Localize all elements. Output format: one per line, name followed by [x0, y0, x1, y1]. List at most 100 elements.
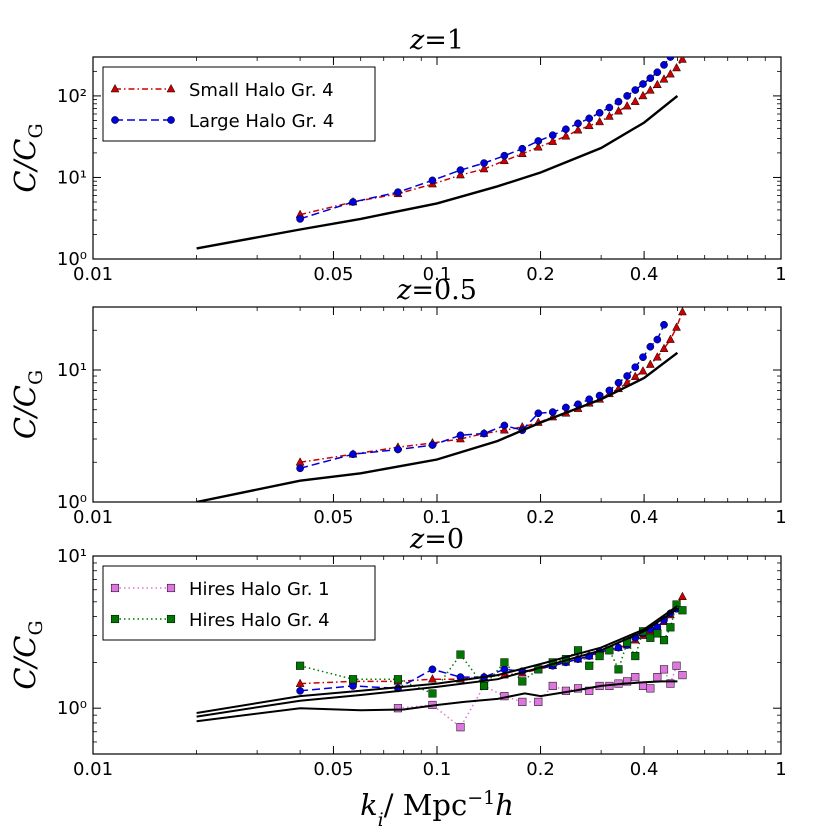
- legend-marker: [110, 83, 120, 93]
- data-point: [573, 684, 583, 693]
- data-point: [652, 352, 662, 361]
- x-tick-label: 0.01: [73, 507, 113, 528]
- data-point: [479, 163, 489, 173]
- data-point: [605, 103, 614, 112]
- series-line: [196, 680, 678, 723]
- legend-label: Hires Halo Gr. 1: [189, 579, 330, 600]
- data-point: [639, 353, 647, 362]
- data-point: [660, 320, 668, 329]
- plot-frame: [92, 306, 782, 503]
- y-tick-label: 10¹: [57, 167, 87, 188]
- data-point: [614, 665, 623, 674]
- data-point: [653, 673, 662, 682]
- data-point: [646, 342, 655, 351]
- data-point: [534, 697, 543, 706]
- y-axis-label: C/CG: [8, 370, 47, 439]
- data-point: [678, 591, 687, 600]
- data-point: [595, 116, 605, 126]
- data-point: [573, 125, 583, 134]
- data-point: [548, 131, 557, 140]
- panel-title: z=0: [409, 524, 464, 555]
- data-point: [548, 136, 558, 145]
- data-point: [678, 606, 687, 615]
- series-group: [196, 57, 687, 250]
- x-tick-label: 0.1: [423, 264, 452, 285]
- legend: Hires Halo Gr. 1 Hires Halo Gr. 4: [102, 565, 376, 641]
- data-point: [645, 85, 655, 94]
- data-point: [646, 633, 655, 642]
- data-point: [659, 343, 669, 352]
- data-point: [672, 661, 681, 670]
- data-point: [518, 144, 527, 153]
- data-point: [595, 652, 604, 661]
- data-point: [296, 661, 305, 670]
- data-point: [665, 69, 675, 78]
- data-point: [630, 96, 640, 105]
- data-point: [394, 445, 402, 454]
- y-tick-label: 10²: [57, 86, 87, 107]
- x-tick-label: 1: [775, 759, 786, 780]
- data-point: [622, 101, 632, 110]
- data-point: [428, 674, 437, 683]
- data-point: [604, 111, 614, 120]
- data-point: [584, 120, 594, 130]
- data-point: [533, 142, 543, 151]
- legend-marker: [166, 614, 176, 624]
- data-point: [666, 57, 675, 61]
- data-point: [631, 86, 640, 94]
- legend-label: Large Halo Gr. 4: [189, 111, 334, 132]
- data-point: [534, 137, 543, 145]
- y-tick-label: 10¹: [57, 360, 87, 381]
- data-point: [561, 131, 571, 140]
- data-point: [574, 119, 582, 128]
- panel-1: 0.01 0.05 0.1 0.2 0.4 1 10⁰ 10¹ C/CG z=0.5: [8, 275, 787, 528]
- data-point: [295, 678, 305, 687]
- data-point: [652, 79, 662, 89]
- data-point: [348, 675, 358, 684]
- y-tick-label: 10⁰: [57, 698, 87, 719]
- data-point: [428, 665, 437, 674]
- data-point: [678, 671, 687, 680]
- data-point: [653, 335, 662, 344]
- legend-marker: [166, 583, 176, 593]
- data-point: [639, 80, 647, 88]
- data-point: [672, 322, 681, 331]
- x-tick-label: 0.2: [526, 507, 555, 528]
- data-point: [456, 431, 465, 440]
- x-tick-label: 0.01: [73, 759, 113, 780]
- data-point: [534, 409, 543, 418]
- data-point: [518, 677, 527, 686]
- data-point: [518, 697, 527, 706]
- data-point: [645, 359, 655, 368]
- data-point: [562, 125, 570, 134]
- series-line: [196, 605, 678, 714]
- legend-marker: [110, 614, 120, 624]
- x-tick-label: 0.05: [313, 759, 353, 780]
- series-group: [196, 307, 687, 502]
- data-point: [653, 68, 662, 77]
- legend-box: [102, 66, 376, 142]
- data-point: [480, 159, 488, 167]
- data-point: [500, 658, 509, 667]
- legend-label: Hires Halo Gr. 4: [189, 610, 330, 631]
- x-tick-label: 1: [775, 264, 786, 285]
- data-point: [393, 675, 403, 684]
- legend-box: [102, 565, 376, 641]
- data-point: [349, 198, 357, 206]
- x-tick-label: 0.2: [526, 759, 555, 780]
- data-point: [638, 90, 648, 100]
- data-point: [631, 652, 640, 661]
- panel-0: 0.01 0.05 0.1 0.2 0.4 1 10⁰ 10¹ 10² C/CG z=1 Small …: [8, 25, 787, 285]
- x-tick-label: 0.4: [630, 507, 659, 528]
- data-point: [428, 176, 437, 185]
- data-point: [660, 61, 668, 69]
- y-axis-label: C/CG: [8, 123, 47, 192]
- data-point: [296, 464, 304, 473]
- series-line: [299, 324, 665, 470]
- series-line: [196, 94, 679, 250]
- data-point: [665, 334, 675, 343]
- series-line: [196, 351, 679, 502]
- x-tick-label: 1: [775, 507, 786, 528]
- data-point: [394, 188, 402, 197]
- x-tick-label: 0.4: [630, 759, 659, 780]
